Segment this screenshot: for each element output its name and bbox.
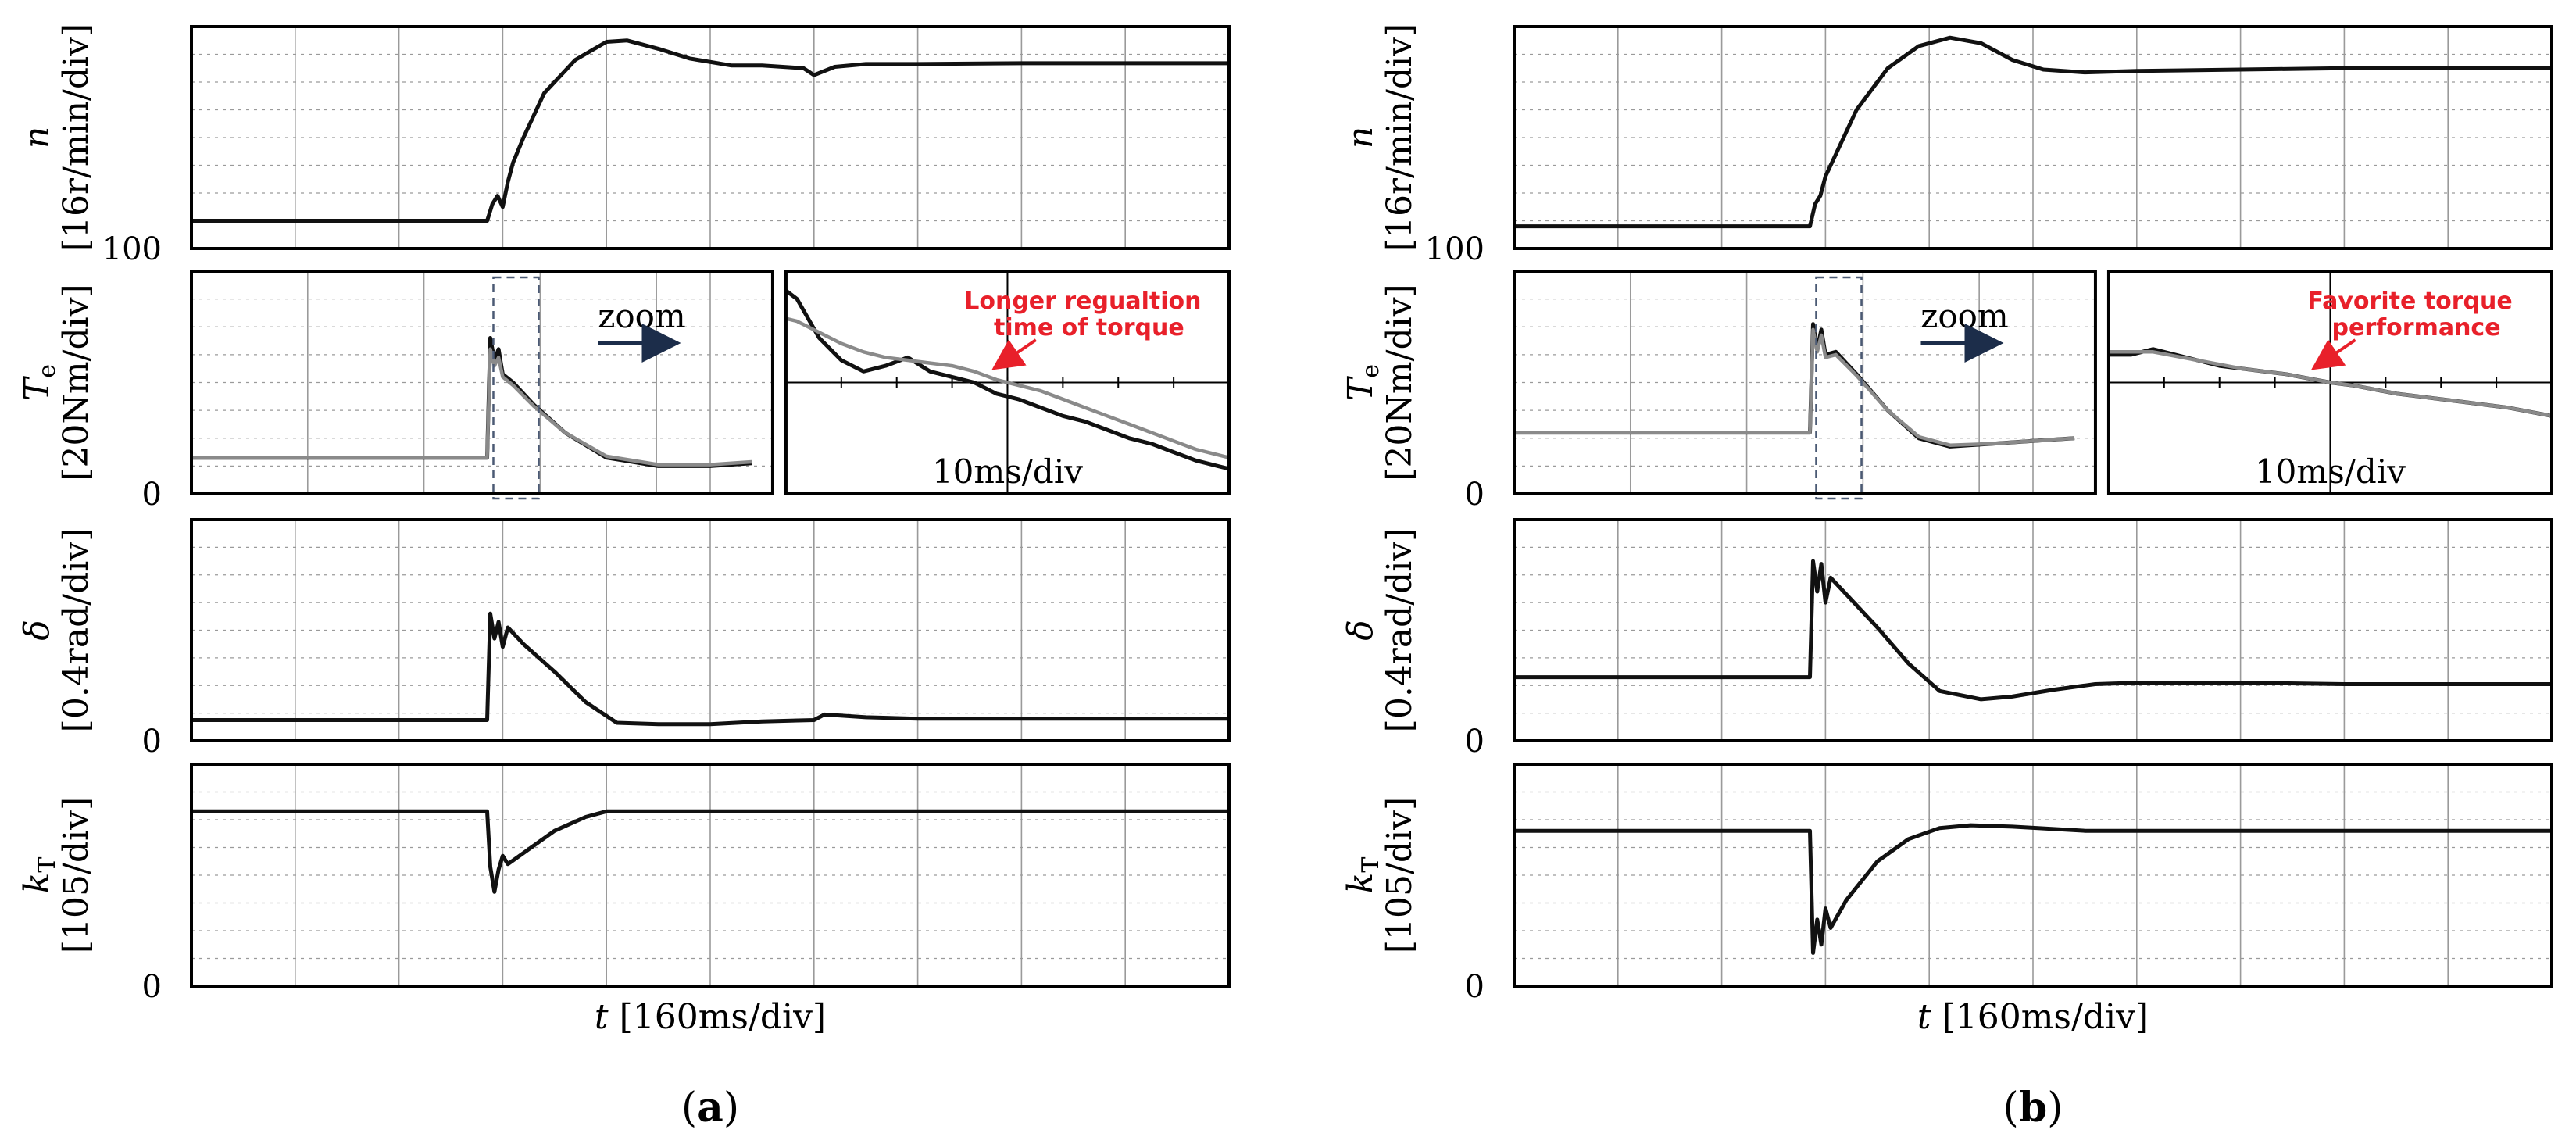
panel-b-row-1-symbol: n	[1341, 127, 1381, 148]
panel-a-row-4-unit: [105/div]	[56, 797, 96, 953]
panel-a-row-2-trace-2	[191, 347, 752, 467]
panel-a-row-1-ymin-tick: 100	[102, 231, 162, 267]
panel-a-row-4-ymin-tick: 0	[142, 969, 162, 1005]
panel-a-row-2-inset-trace-1	[784, 288, 1230, 471]
panel-a-row-2-symbol: Te	[17, 364, 61, 401]
panel-b-row-1-trace-1	[1514, 35, 2552, 229]
panel-a-caption-close: )	[723, 1085, 739, 1131]
panel-a-x-axis-unit: [160ms/div]	[620, 997, 827, 1037]
panel-a-row-1-grid	[191, 27, 1229, 248]
panel-a-row-4-grid	[191, 764, 1229, 986]
panel-a-row-2-frame	[190, 270, 774, 495]
panel-b-row-1-unit: [16r/min/div]	[1380, 23, 1420, 252]
panel-b-caption-open: (	[2003, 1085, 2019, 1131]
panel-b-row-4-ymin-tick: 0	[1465, 969, 1485, 1005]
panel-a-row-2-trace-1	[191, 336, 752, 468]
panel-b-caption-close: )	[2047, 1085, 2063, 1131]
panel-b-row-4-symbol-subscript: T	[1357, 857, 1384, 873]
panel-b-row-3-symbol: δ	[1341, 620, 1381, 641]
panel-a-row-2-annotation-line-1: Longer regualtion	[964, 288, 1201, 315]
panel-b-row-4-grid	[1514, 764, 2552, 986]
panel-b-row-4-frame	[1513, 763, 2553, 988]
panel-b-row-2-inset-scale: 10ms/div	[2255, 452, 2406, 491]
panel-a-row-2-ymin-tick: 0	[142, 477, 162, 513]
panel-b-row-1-frame	[1513, 25, 2553, 250]
panel-a-row-4-frame	[190, 763, 1231, 988]
panel-a-row-2-annotation-arrow	[991, 338, 1037, 370]
panel-a-row-2-grid	[191, 271, 773, 494]
panel-a-row-2-symbol-subscript: e	[34, 364, 61, 378]
panel-a-row-3-trace-1	[191, 611, 1229, 727]
panel-a-row-3-frame	[190, 518, 1231, 742]
panel-a-row-4-symbol: kT	[17, 857, 61, 894]
panel-b-x-axis-unit: [160ms/div]	[1942, 997, 2149, 1037]
panel-b-row-2-annotation-arrow	[2310, 338, 2356, 370]
panel-b-caption: (b)	[2003, 1084, 2063, 1131]
panel-b-row-1-grid	[1514, 27, 2552, 248]
panel-a-row-3-ymin-tick: 0	[142, 724, 162, 760]
panel-a-row-2-unit: [20Nm/div]	[56, 284, 96, 481]
panel-a-row-1-symbol: n	[17, 127, 57, 148]
panel-b-row-2-zoom-label: zoom	[1920, 297, 2009, 335]
panel-b-row-2-annotation-line-1: Favorite torque	[2307, 288, 2512, 315]
panel-b-row-2-frame	[1513, 270, 2097, 495]
panel-a-row-4-trace-1	[191, 809, 1229, 894]
panel-a-row-2-zoom-label: zoom	[598, 297, 686, 335]
panel-a-row-3-unit: [0.4rad/div]	[56, 528, 96, 733]
panel-b-row-4-trace-1	[1514, 823, 2552, 955]
panel-b-row-3-frame	[1513, 518, 2553, 742]
panel-b-x-axis-symbol: t	[1917, 997, 1942, 1037]
panel-a-row-2-inset-trace-2	[785, 316, 1230, 459]
panel-b-row-2-grid	[1514, 271, 2095, 494]
panel-b-row-3-unit: [0.4rad/div]	[1380, 528, 1420, 733]
panel-a-row-3-symbol: δ	[17, 620, 57, 641]
text-layer: n [16r/min/div] 100Te[20Nm/div]0zoom10ms/d…	[17, 23, 2513, 1131]
panel-b-row-3-grid	[1514, 520, 2552, 741]
panel-b-row-3-ymin-tick: 0	[1465, 724, 1485, 760]
panel-a-row-1-unit: [16r/min/div]	[56, 23, 96, 252]
panel-b-row-4-unit: [105/div]	[1380, 797, 1420, 953]
panel-a-x-axis-label: t [160ms/div]	[595, 997, 826, 1037]
grid-layer	[191, 27, 2552, 986]
panel-b-row-2-inset-frame	[2106, 270, 2553, 495]
panel-b-row-4-symbol: kT	[1341, 857, 1384, 894]
panel-a-x-axis-symbol: t	[595, 997, 620, 1037]
panel-b-caption-letter: b	[2019, 1084, 2047, 1131]
panel-b-row-2-zoom-box	[1815, 276, 1863, 500]
panel-a-row-3-grid	[191, 520, 1229, 741]
panel-b-row-2-inset-trace-2	[2108, 350, 2553, 418]
panel-a-row-2-inset-scale: 10ms/div	[932, 452, 1083, 491]
panel-b-row-2-annotation-line-2: performance	[2332, 314, 2501, 341]
panel-b-row-1-ymin-tick: 100	[1425, 231, 1485, 267]
panel-a-row-1-frame	[190, 25, 1231, 250]
panel-a-row-2-annotation-line-2: time of torque	[994, 314, 1184, 341]
panel-b-x-axis-label: t [160ms/div]	[1917, 997, 2149, 1037]
panel-a-row-2-inset-frame	[784, 270, 1231, 495]
panel-a-row-1-trace-1	[191, 38, 1229, 223]
panel-a-row-4-symbol-subscript: T	[34, 857, 61, 873]
panel-b-row-3-trace-1	[1514, 559, 2552, 702]
panel-b-row-2-symbol: Te	[1341, 364, 1384, 401]
panel-a-caption-open: (	[681, 1085, 697, 1131]
panel-a-caption: (a)	[681, 1084, 739, 1131]
panel-a-caption-letter: a	[697, 1084, 723, 1131]
traces-layer	[191, 35, 2553, 955]
panel-b-row-2-trace-2	[1514, 327, 2075, 447]
panel-b-row-2-unit: [20Nm/div]	[1380, 284, 1420, 481]
frames-layer	[190, 25, 2553, 988]
panel-b-row-2-ymin-tick: 0	[1465, 477, 1485, 513]
panel-b-row-2-symbol-subscript: e	[1357, 364, 1384, 378]
